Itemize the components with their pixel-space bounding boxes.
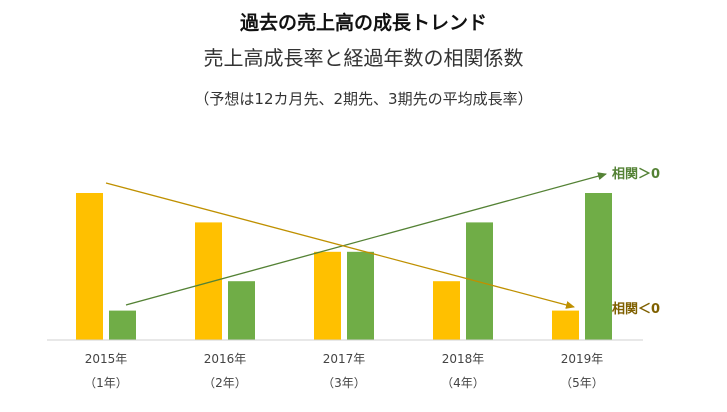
bar-series-1-2 [195, 222, 222, 340]
x-tick-sublabel: （3年） [322, 376, 366, 390]
x-tick-label: 2018年 [442, 352, 485, 366]
x-tick-label: 2016年 [204, 352, 247, 366]
annotation-positive: 相関＞0 [612, 166, 660, 182]
bar-series-1-1 [76, 193, 103, 340]
annotation-negative: 相関＜0 [612, 301, 660, 317]
chart-subtitle: 売上高成長率と経過年数の相関係数 [203, 46, 524, 70]
bar-series-2-5 [585, 193, 612, 340]
bar-series-1-3 [314, 251, 341, 340]
x-tick-label: 2019年 [561, 352, 604, 366]
bar-series-2-3 [347, 251, 374, 340]
trend-arrow-up [125, 172, 607, 306]
trend-arrow-down [105, 182, 575, 309]
chart-note: （予想は12カ月先、2期先、3期先の平均成長率） [194, 90, 533, 108]
x-tick-sublabel: （4年） [441, 376, 485, 390]
x-tick-label: 2015年 [85, 352, 128, 366]
bar-series-2-2 [228, 281, 255, 340]
bar-series-1-5 [552, 310, 579, 340]
x-tick-label: 2017年 [323, 352, 366, 366]
x-tick-sublabel: （2年） [203, 376, 247, 390]
bar-series-2-4 [466, 222, 493, 340]
chart-title: 過去の売上高の成長トレンド [239, 12, 487, 34]
x-tick-sublabel: （5年） [560, 376, 604, 390]
bar-series-1-4 [433, 281, 460, 340]
x-tick-sublabel: （1年） [84, 376, 128, 390]
bar-series-2-1 [109, 310, 136, 340]
